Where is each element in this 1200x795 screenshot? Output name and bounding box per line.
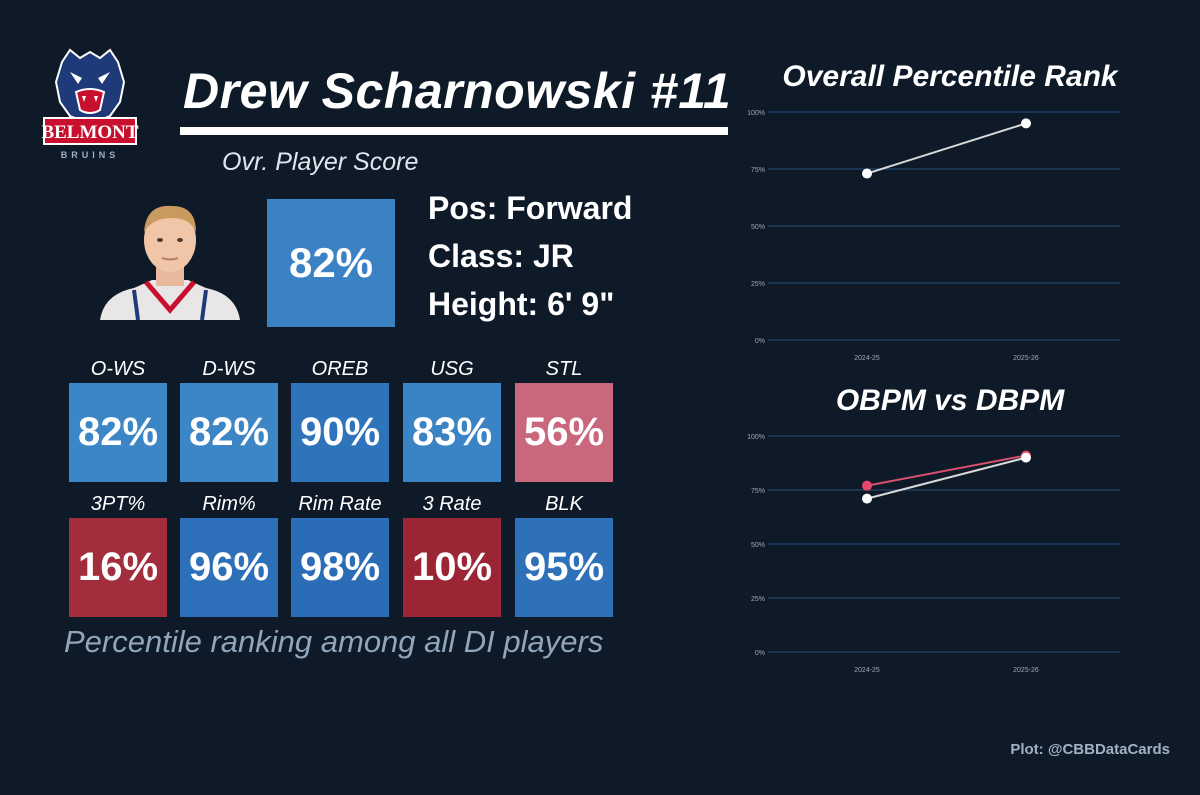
y-tick-label: 75% <box>751 488 765 495</box>
stat-label: Rim% <box>202 493 256 515</box>
info-class: Class: JR <box>428 238 574 274</box>
x-tick-label: 2025-26 <box>1013 667 1039 674</box>
ovr-score-label: Ovr. Player Score <box>222 148 419 176</box>
series-line-0 <box>866 122 1027 175</box>
footnote: Percentile ranking among all DI players <box>64 624 604 659</box>
stat-label: 3 Rate <box>422 493 482 515</box>
stat-label: STL <box>545 358 583 380</box>
info-position: Pos: Forward <box>428 190 633 226</box>
y-tick-label: 75% <box>751 167 765 174</box>
y-tick-label: 100% <box>747 434 765 441</box>
stat-label: O-WS <box>90 358 146 380</box>
stat-label: OREB <box>311 358 369 380</box>
x-tick-label: 2024-25 <box>854 667 880 674</box>
y-tick-label: 50% <box>751 542 765 549</box>
x-tick-label: 2025-26 <box>1013 355 1039 362</box>
stat-value-box: 10% <box>403 518 501 617</box>
ovr-score-box: 82% <box>267 199 395 327</box>
info-height: Height: 6' 9" <box>428 286 615 322</box>
stat-value-box: 16% <box>69 518 167 617</box>
stat-label: 3PT% <box>90 493 146 515</box>
series-0-point <box>862 168 872 179</box>
x-tick-label: 2024-25 <box>854 355 880 362</box>
player-headshot <box>100 205 240 320</box>
chart-2-title: OBPM vs DBPM <box>835 384 1065 417</box>
stat-value-box: 98% <box>291 518 389 617</box>
stat-value-box: 82% <box>69 383 167 482</box>
stat-value-box: 82% <box>180 383 278 482</box>
stat-value-box: 90% <box>291 383 389 482</box>
stat-label: Rim Rate <box>298 493 382 515</box>
svg-text:BELMONT: BELMONT <box>41 122 138 143</box>
plot-credit: Plot: @CBBDataCards <box>1010 741 1170 758</box>
stat-value-box: 96% <box>180 518 278 617</box>
y-tick-label: 25% <box>751 281 765 288</box>
y-tick-label: 0% <box>755 338 765 345</box>
overall-rank-chart: 0% 25% 50% 75% 100% 2024-25 2025-26 <box>747 110 1120 362</box>
stat-value-box: 56% <box>515 383 613 482</box>
series-0-point <box>862 480 872 491</box>
stat-label: BLK <box>545 493 583 515</box>
series-line-1 <box>866 456 1027 500</box>
series-1-point <box>1021 452 1031 463</box>
y-tick-label: 25% <box>751 596 765 603</box>
stat-value-box: 95% <box>515 518 613 617</box>
stat-label: D-WS <box>202 358 256 380</box>
series-0-point <box>1021 118 1031 129</box>
y-tick-label: 50% <box>751 224 765 231</box>
player-name-title: Drew Scharnowski #11 <box>183 63 732 119</box>
svg-text:BRUINS: BRUINS <box>61 150 120 160</box>
belmont-bruins-logo: BELMONT BRUINS <box>41 48 139 160</box>
stat-value-box: 83% <box>403 383 501 482</box>
chart-1-title: Overall Percentile Rank <box>782 60 1118 93</box>
stat-label: USG <box>430 358 474 380</box>
series-line-0 <box>866 454 1027 487</box>
y-tick-label: 100% <box>747 110 765 117</box>
obpm-dbpm-chart: 0% 25% 50% 75% 100% 2024-25 2025-26 <box>747 434 1120 674</box>
title-underline <box>180 127 728 135</box>
series-1-point <box>862 493 872 504</box>
y-tick-label: 0% <box>755 650 765 657</box>
